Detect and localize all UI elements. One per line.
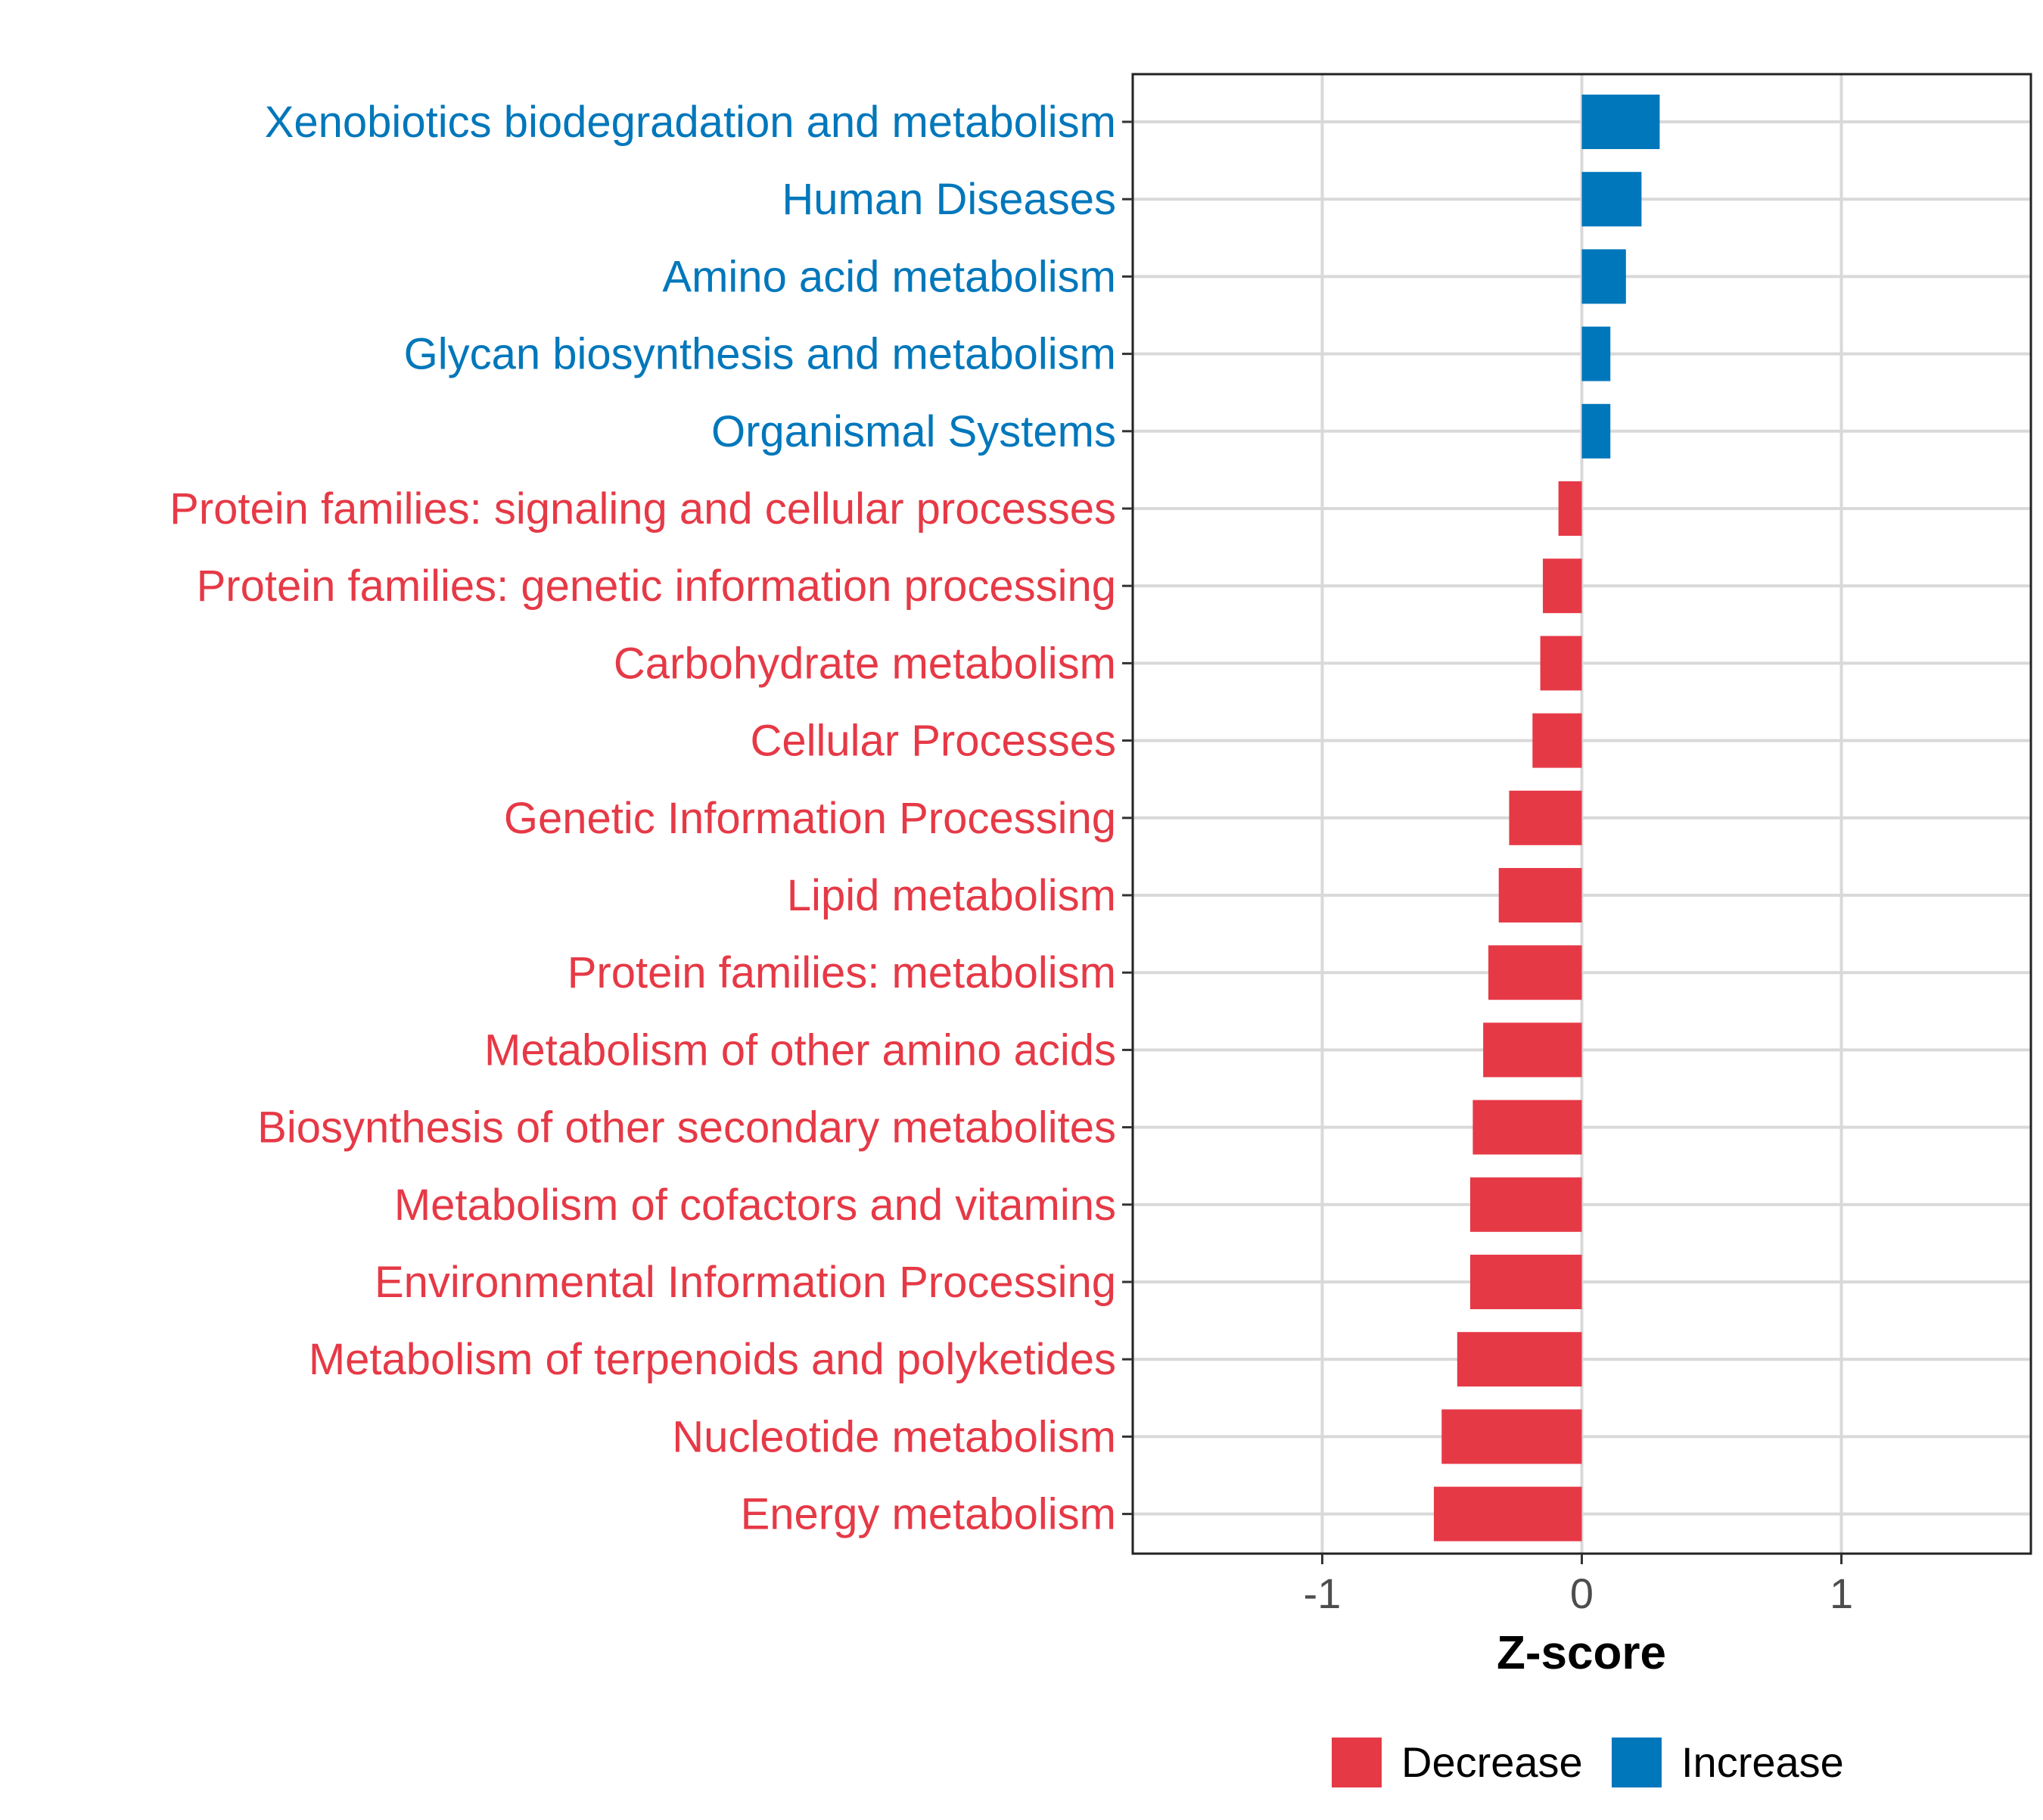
bar [1532,713,1582,768]
y-tick-label: Energy metabolism [741,1490,1116,1539]
bar [1457,1332,1582,1387]
bar [1469,1177,1582,1232]
bar [1441,1409,1582,1464]
y-tick-label: Protein families: signaling and cellular… [169,484,1116,534]
bar [1472,1100,1582,1155]
bar [1581,172,1642,227]
y-tick-label: Metabolism of other amino acids [484,1025,1116,1075]
bar [1581,249,1626,304]
bar [1469,1255,1582,1309]
bar [1581,326,1611,381]
y-tick-label: Xenobiotics biodegradation and metabolis… [265,98,1116,147]
y-tick-label: Biosynthesis of other secondary metaboli… [257,1103,1116,1153]
x-tick-label: 1 [1830,1570,1853,1617]
y-tick-label: Nucleotide metabolism [672,1412,1116,1461]
y-tick-label: Cellular Processes [750,717,1116,766]
y-tick-label: Protein families: metabolism [568,948,1116,997]
bar [1483,1022,1582,1078]
y-tick-label: Carbohydrate metabolism [614,639,1116,688]
y-tick-label: Genetic Information Processing [504,794,1116,843]
bar [1543,558,1582,614]
legend: Decrease Increase [1332,1738,1844,1787]
legend-key [1612,1738,1662,1787]
y-tick-label: Lipid metabolism [787,871,1116,920]
x-tick-label: 0 [1570,1570,1594,1617]
y-tick-label: Protein families: genetic information pr… [197,562,1116,611]
y-tick-label: Human Diseases [782,175,1116,224]
y-tick-label: Amino acid metabolism [662,252,1116,301]
x-axis-title: Z-score [1497,1627,1666,1679]
y-tick-label: Metabolism of terpenoids and polyketides [309,1335,1116,1384]
bar [1540,636,1582,691]
legend-label: Increase [1681,1738,1844,1786]
bar [1488,945,1582,1000]
bar [1558,481,1582,536]
bars [1433,95,1660,1542]
bar [1581,403,1611,459]
y-tick-label: Glycan biosynthesis and metabolism [404,330,1116,379]
y-tick-label: Environmental Information Processing [375,1258,1116,1307]
x-ticks: -1 0 1 [1304,1554,1853,1617]
legend-label: Decrease [1401,1738,1583,1786]
bar [1498,868,1582,922]
legend-key [1332,1738,1382,1787]
bar [1509,790,1582,845]
y-tick-label: Organismal Systems [711,407,1116,456]
y-ticks: Xenobiotics biodegradation and metabolis… [169,98,1133,1539]
y-tick-label: Metabolism of cofactors and vitamins [394,1181,1116,1230]
bar [1581,95,1660,149]
bar [1433,1486,1582,1542]
x-tick-label: -1 [1304,1570,1342,1617]
